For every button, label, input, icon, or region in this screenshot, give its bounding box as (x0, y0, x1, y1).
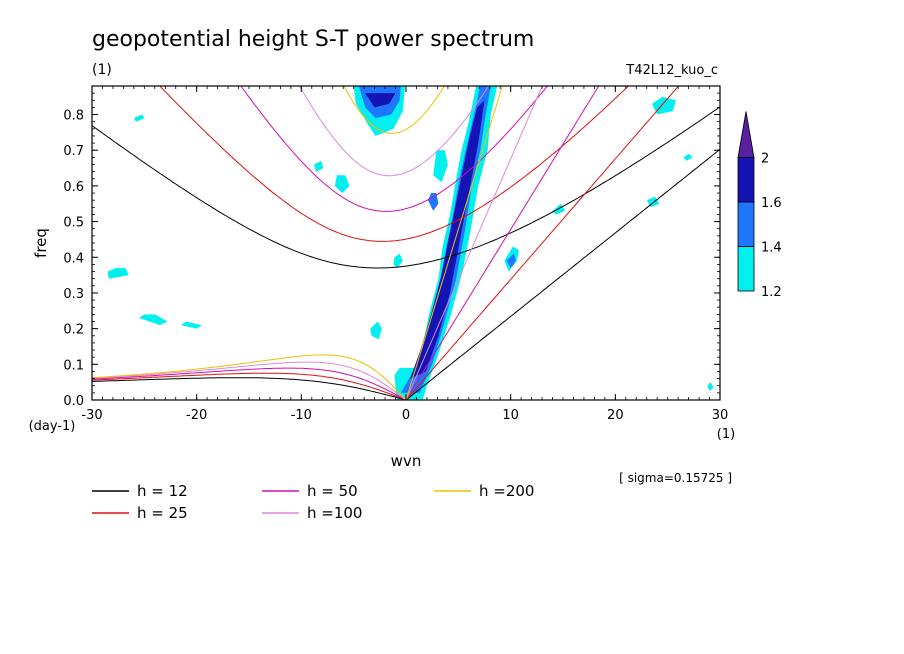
x-tick-label: 30 (712, 408, 729, 423)
colorbar-label: 1.6 (761, 196, 782, 211)
y-axis-label: freq (32, 228, 50, 258)
power-region-22 (707, 382, 714, 392)
x-tick-label: 0 (402, 408, 410, 423)
curve-h12-inertia-gravity (92, 106, 720, 269)
colorbar-label: 2 (761, 152, 769, 167)
y-tick-label: 0.6 (63, 180, 84, 195)
curve-h25-inertia-gravity (159, 86, 630, 242)
power-region-9 (428, 193, 439, 211)
y-tick-label: 0.4 (63, 251, 84, 266)
power-region-15 (139, 314, 168, 326)
curve-h25-rossby (92, 372, 407, 400)
y-tick-label: 0.5 (63, 216, 84, 231)
x-tick-label: 20 (607, 408, 624, 423)
power-region-18 (133, 114, 145, 122)
power-shading (107, 86, 714, 400)
power-region-14 (107, 268, 129, 279)
power-region-20 (646, 196, 660, 208)
curve-h50-inertia-gravity (240, 86, 548, 212)
curve-h100-rossby (92, 361, 407, 400)
chart-title: geopotential height S-T power spectrum (92, 27, 534, 52)
x-tick-label: -20 (186, 408, 207, 423)
curve-h200-kelvin (405, 86, 503, 400)
x-axis-label: wvn (391, 452, 422, 470)
power-region-2 (410, 100, 485, 379)
x-axis-unit: (1) (717, 427, 735, 442)
curve-h50-kelvin (405, 86, 600, 400)
curve-h12-rossby (92, 377, 407, 400)
sigma-annotation: [ sigma=0.15725 ] (619, 471, 732, 485)
colorbar-label: 1.2 (761, 285, 782, 300)
power-region-16 (181, 321, 202, 329)
legend: h = 12 h = 25 h = 50 h =100 h =200 (92, 482, 534, 522)
power-region-17 (313, 160, 324, 172)
y-axis-unit: (day-1) (29, 419, 76, 434)
chart-subtitle-left: (1) (92, 62, 112, 78)
colorbar-label: 1.4 (761, 241, 782, 256)
colorbar-box-2 (737, 157, 755, 203)
curve-h200-rossby (92, 354, 407, 400)
colorbar-box-0 (737, 246, 755, 292)
y-tick-label: 0.0 (63, 394, 84, 409)
y-tick-label: 0.8 (63, 109, 84, 124)
y-tick-label: 0.7 (63, 144, 84, 159)
power-region-12 (393, 253, 403, 268)
power-region-6 (370, 321, 382, 340)
dispersion-curves (92, 86, 720, 400)
plot-frame (91, 85, 721, 401)
y-tick-label: 0.3 (63, 287, 84, 302)
colorbar-top-triangle (737, 111, 755, 158)
curve-h12-kelvin (405, 148, 720, 400)
legend-label-h50: h = 50 (307, 482, 358, 500)
legend-label-h200: h =200 (479, 482, 534, 500)
curve-h25-kelvin (405, 86, 680, 400)
x-tick-label: -10 (291, 408, 312, 423)
curve-h100-inertia-gravity (298, 86, 490, 177)
colorbar: 1.2 1.4 1.6 2 (737, 111, 782, 300)
y-tick-label: 0.1 (63, 358, 84, 373)
power-region-8 (433, 150, 448, 183)
legend-label-h25: h = 25 (137, 504, 188, 522)
power-region-11 (506, 253, 516, 268)
power-region-5 (365, 93, 396, 108)
curve-h200-inertia-gravity (343, 86, 445, 134)
y-tick-label: 0.2 (63, 323, 84, 338)
chart-subtitle-right: T42L12_kuo_c (625, 63, 718, 78)
colorbar-box-1 (737, 201, 755, 247)
legend-label-h100: h =100 (307, 504, 362, 522)
power-region-7 (334, 175, 350, 193)
power-region-21 (683, 153, 693, 161)
x-tick-label: 10 (502, 408, 519, 423)
x-tick-label: -30 (81, 408, 102, 423)
curve-h100-kelvin (405, 86, 543, 400)
legend-label-h12: h = 12 (137, 482, 188, 500)
axes: -30 -20 -10 0 10 20 30 0.0 0.1 0.2 0.3 0.4 0.5 0.6 0.7… (63, 85, 729, 423)
curve-h50-rossby (92, 367, 407, 400)
